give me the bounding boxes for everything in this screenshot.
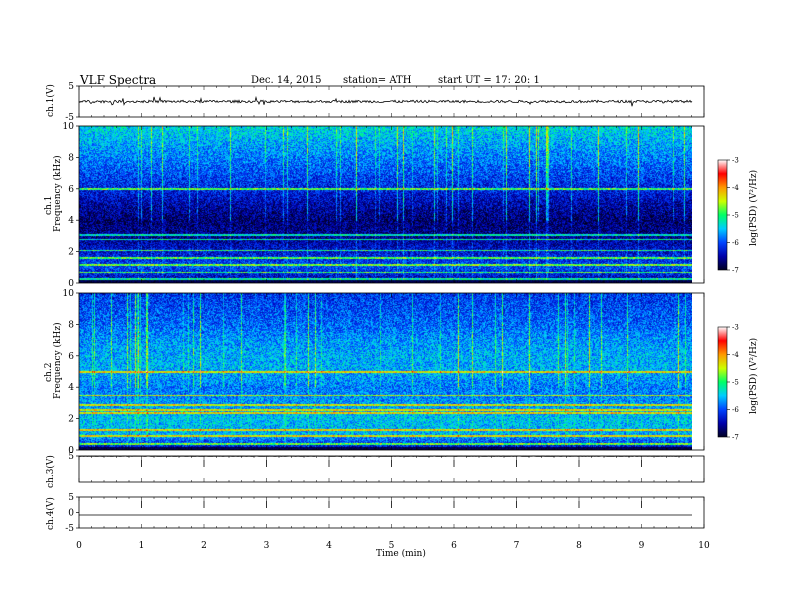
ch1-spectrogram-image [79, 126, 692, 283]
y-tick-label: 2 [68, 415, 74, 425]
ch2-colorbar-label: log(PSD) (V²/Hz) [749, 337, 759, 414]
y-tick-label: 6 [68, 352, 74, 362]
y-tick-label: 8 [68, 153, 74, 163]
x-tick-label: 0 [76, 541, 82, 551]
ch1-colorbar-label: log(PSD) (V²/Hz) [749, 169, 759, 246]
ch2-colorbar-tick-label: -7 [732, 434, 739, 442]
date-label: Dec. 14, 2015 [251, 75, 322, 86]
y-tick-label: 8 [68, 320, 74, 330]
y-tick-label: 5 [68, 82, 74, 92]
x-tick-label: 4 [326, 541, 332, 551]
y-tick-label: 2 [68, 248, 74, 258]
ch1-colorbar [717, 159, 728, 271]
y-tick-label: 6 [68, 185, 74, 195]
y-tick-label: 0 [68, 279, 74, 289]
x-tick-label: 1 [139, 541, 145, 551]
x-axis-label: Time (min) [376, 549, 426, 559]
y-tick-label: -5 [65, 113, 74, 123]
station-label: station= ATH [343, 75, 412, 86]
x-tick-label: 6 [451, 541, 457, 551]
ch2-colorbar-tick-label: -3 [732, 324, 739, 332]
x-tick-label: 2 [201, 541, 207, 551]
x-tick-label: 7 [514, 541, 520, 551]
x-tick-label: 9 [639, 541, 645, 551]
x-tick-label: 8 [576, 541, 582, 551]
y-tick-label: 5 [68, 452, 74, 462]
x-tick-label: 5 [389, 541, 395, 551]
y-tick-label: -5 [65, 524, 74, 534]
y-tick-label: 5 [68, 493, 74, 503]
ch2-spectrogram-image [79, 293, 692, 450]
x-tick-label: 3 [264, 541, 270, 551]
ch1-colorbar-tick-label: -7 [732, 267, 739, 275]
ch1-waveform-ylabel: ch.1(V) [46, 84, 56, 117]
ch3-waveform-ylabel: ch.3(V) [46, 455, 56, 488]
ch1-spectrogram-ylabel-freq: Frequency (kHz) [53, 155, 63, 232]
x-tick-label: 10 [698, 541, 710, 551]
ch1-waveform-line [78, 95, 693, 107]
y-tick-label: 0 [68, 446, 74, 456]
y-tick-label: 10 [63, 122, 75, 132]
ch1-colorbar-tick-label: -4 [732, 184, 739, 192]
y-tick-label: 4 [68, 383, 74, 393]
chart-title: VLF Spectra [80, 73, 157, 87]
ch2-colorbar [717, 326, 728, 438]
ch1-colorbar-tick-label: -5 [732, 212, 739, 220]
ch2-colorbar-tick-label: -6 [732, 406, 739, 414]
ch2-colorbar-tick-label: -5 [732, 379, 739, 387]
ch4-waveform-ylabel: ch.4(V) [46, 497, 56, 530]
ch1-colorbar-tick-label: -6 [732, 239, 739, 247]
y-tick-label: 4 [68, 216, 74, 226]
y-tick-label: 10 [63, 289, 75, 299]
ch2-colorbar-tick-label: -4 [732, 351, 739, 359]
ch1-colorbar-tick-label: -3 [732, 157, 739, 165]
y-tick-label: 0 [68, 509, 74, 519]
ch2-spectrogram-ylabel-freq: Frequency (kHz) [53, 322, 63, 399]
start-ut-label: start UT = 17: 20: 1 [438, 75, 540, 86]
